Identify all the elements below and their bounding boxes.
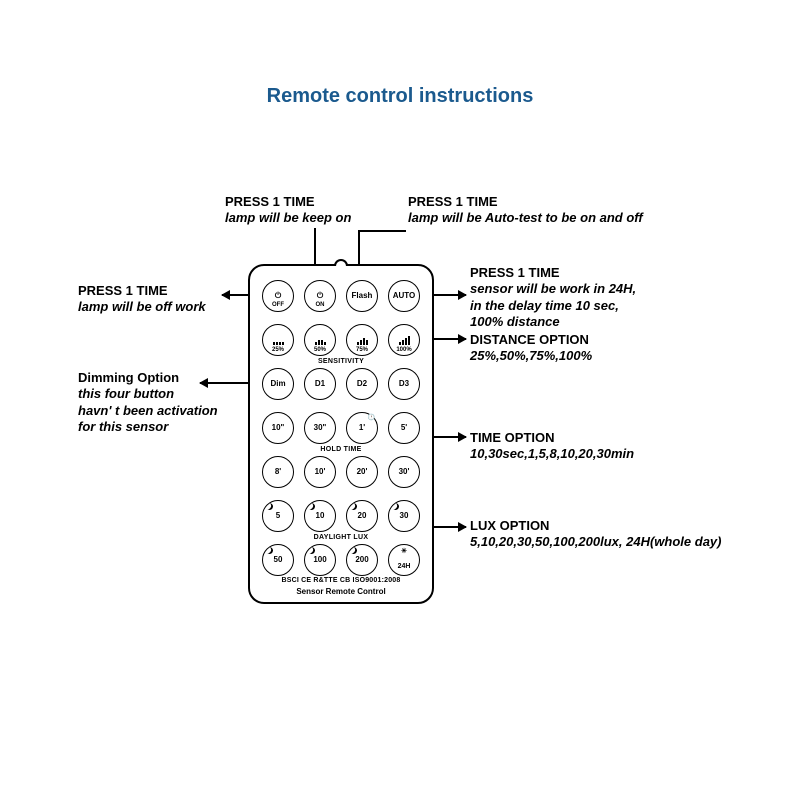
btn-30m[interactable]: 30': [388, 456, 420, 488]
callout-lux-bd: 5,10,20,30,50,100,200lux, 24H(whole day): [470, 534, 721, 550]
btn-lux-200[interactable]: 200: [346, 544, 378, 576]
bars-icon: [315, 336, 326, 345]
label-sensitivity: SENSITIVITY: [250, 358, 432, 365]
callout-dim: Dimming Option this four button havn' t …: [78, 370, 218, 435]
btn-sens-50-label: 50%: [314, 347, 326, 353]
btn-sens-25[interactable]: 25%: [262, 324, 294, 356]
moon-icon: [349, 502, 358, 511]
callout-off: PRESS 1 TIME lamp will be off work: [78, 283, 206, 316]
callout-time: TIME OPTION 10,30sec,1,5,8,10,20,30min: [470, 430, 634, 463]
btn-dim[interactable]: Dim: [262, 368, 294, 400]
cert-row: BSCI CE R&TTE CB ISO9001:2008: [260, 577, 422, 584]
btn-lux-200-label: 200: [355, 556, 368, 564]
callout-on: PRESS 1 TIME lamp will be keep on: [225, 194, 351, 227]
btn-on[interactable]: ⏻ ON: [304, 280, 336, 312]
callout-auto-hd: PRESS 1 TIME: [470, 265, 636, 281]
callout-lux-hd: LUX OPTION: [470, 518, 721, 534]
callout-lux: LUX OPTION 5,10,20,30,50,100,200lux, 24H…: [470, 518, 721, 551]
moon-icon: [349, 546, 358, 555]
clock-icon: 🕐: [368, 415, 375, 421]
footer-brand: Sensor Remote Control: [250, 587, 432, 596]
btn-lux-20[interactable]: 20: [346, 500, 378, 532]
callout-off-bd: lamp will be off work: [78, 299, 206, 315]
moon-icon: [265, 502, 274, 511]
page-title: Remote control instructions: [0, 85, 800, 108]
btn-lux-20-label: 20: [358, 512, 367, 520]
btn-10m[interactable]: 10': [304, 456, 336, 488]
btn-d3[interactable]: D3: [388, 368, 420, 400]
btn-off[interactable]: ⏻ OFF: [262, 280, 294, 312]
callout-time-hd: TIME OPTION: [470, 430, 634, 446]
ir-emitter-icon: [334, 259, 348, 266]
callout-flash: PRESS 1 TIME lamp will be Auto-test to b…: [408, 194, 643, 227]
arrow-flash-h: [358, 230, 406, 232]
bars-icon: [399, 336, 410, 345]
btn-on-label: ON: [316, 302, 325, 308]
btn-lux-10-label: 10: [316, 512, 325, 520]
btn-20m[interactable]: 20': [346, 456, 378, 488]
label-daylight-lux: DAYLIGHT LUX: [250, 534, 432, 541]
callout-flash-hd: PRESS 1 TIME: [408, 194, 643, 210]
moon-icon: [307, 502, 316, 511]
callout-dist-hd: DISTANCE OPTION: [470, 332, 592, 348]
power-icon: ⏻: [317, 292, 323, 300]
callout-auto-bd: sensor will be work in 24H, in the delay…: [470, 281, 636, 330]
bars-icon: [273, 336, 284, 345]
callout-dim-bd: this four button havn' t been activation…: [78, 386, 218, 435]
callout-dist-bd: 25%,50%,75%,100%: [470, 348, 592, 364]
btn-off-label: OFF: [272, 302, 284, 308]
remote-body: ⏻ OFF ⏻ ON Flash AUTO 25% 50% 75% 100% D…: [248, 264, 434, 604]
label-hold-time: HOLD TIME: [250, 446, 432, 453]
btn-lux-24h[interactable]: ☀ 24H: [388, 544, 420, 576]
btn-lux-100[interactable]: 100: [304, 544, 336, 576]
callout-off-hd: PRESS 1 TIME: [78, 283, 206, 299]
callout-auto: PRESS 1 TIME sensor will be work in 24H,…: [470, 265, 636, 330]
btn-lux-5[interactable]: 5: [262, 500, 294, 532]
callout-time-bd: 10,30sec,1,5,8,10,20,30min: [470, 446, 634, 462]
btn-lux-10[interactable]: 10: [304, 500, 336, 532]
btn-1m[interactable]: 1' 🕐: [346, 412, 378, 444]
btn-lux-50-label: 50: [274, 556, 283, 564]
bars-icon: [357, 336, 368, 345]
callout-flash-bd: lamp will be Auto-test to be on and off: [408, 210, 643, 226]
btn-d2[interactable]: D2: [346, 368, 378, 400]
btn-30s[interactable]: 30": [304, 412, 336, 444]
button-grid: ⏻ OFF ⏻ ON Flash AUTO 25% 50% 75% 100% D…: [262, 280, 420, 576]
btn-lux-24h-label: 24H: [398, 563, 411, 570]
sun-icon: ☀: [401, 548, 407, 555]
btn-auto[interactable]: AUTO: [388, 280, 420, 312]
callout-dim-hd: Dimming Option: [78, 370, 179, 385]
callout-on-bd: lamp will be keep on: [225, 210, 351, 226]
power-icon: ⏻: [275, 292, 281, 300]
moon-icon: [265, 546, 274, 555]
btn-sens-50[interactable]: 50%: [304, 324, 336, 356]
btn-lux-30-label: 30: [400, 512, 409, 520]
btn-d1[interactable]: D1: [304, 368, 336, 400]
btn-sens-100[interactable]: 100%: [388, 324, 420, 356]
btn-lux-50[interactable]: 50: [262, 544, 294, 576]
btn-10s[interactable]: 10": [262, 412, 294, 444]
callout-dist: DISTANCE OPTION 25%,50%,75%,100%: [470, 332, 592, 365]
btn-lux-30[interactable]: 30: [388, 500, 420, 532]
btn-1m-label: 1': [359, 424, 365, 432]
btn-sens-100-label: 100%: [396, 347, 411, 353]
moon-icon: [391, 502, 400, 511]
btn-flash[interactable]: Flash: [346, 280, 378, 312]
moon-icon: [307, 546, 316, 555]
btn-sens-25-label: 25%: [272, 347, 284, 353]
btn-5m[interactable]: 5': [388, 412, 420, 444]
btn-lux-100-label: 100: [313, 556, 326, 564]
btn-8m[interactable]: 8': [262, 456, 294, 488]
callout-on-hd: PRESS 1 TIME: [225, 194, 351, 210]
btn-sens-75-label: 75%: [356, 347, 368, 353]
btn-lux-5-label: 5: [276, 512, 280, 520]
btn-sens-75[interactable]: 75%: [346, 324, 378, 356]
